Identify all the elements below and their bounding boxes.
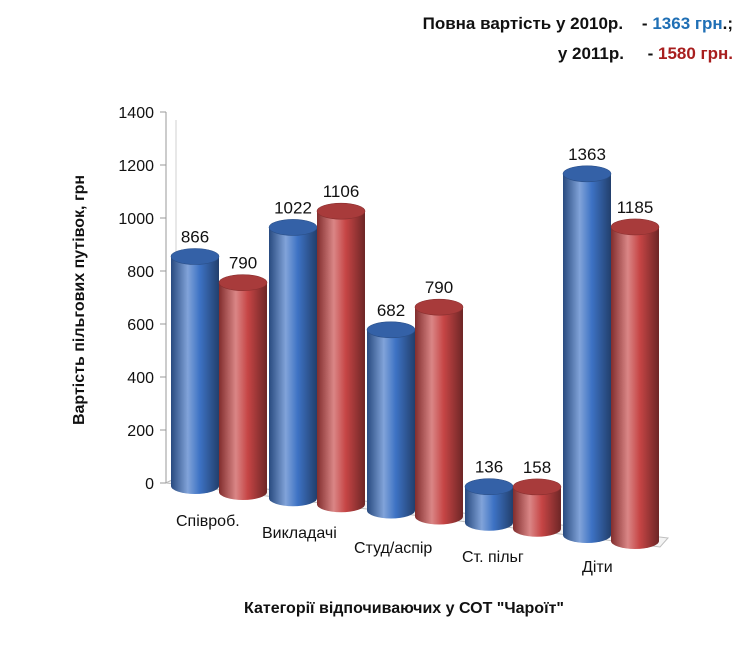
y-axis: 0 200 400 600 800 1000 1200 1400 — [118, 105, 167, 493]
category-label: Співроб. — [176, 513, 240, 530]
y-tick-label: 400 — [127, 370, 154, 387]
category-label: Діти — [582, 559, 613, 576]
y-tick-label: 800 — [127, 264, 154, 281]
total-cost-2011-note: у 2011р. - 1580 грн. — [558, 44, 733, 64]
bar-top — [414, 298, 464, 316]
y-tick-label: 1200 — [118, 158, 154, 175]
bar-body — [611, 226, 659, 549]
bar-top — [512, 478, 562, 496]
bar-body — [269, 227, 317, 507]
data-label: 790 — [229, 254, 257, 273]
bar-top — [218, 274, 268, 291]
data-label: 158 — [523, 458, 551, 477]
bars-group — [170, 165, 660, 549]
bar — [268, 219, 318, 507]
bar — [464, 478, 514, 531]
total-cost-2011-text: у 2011р. - — [557, 44, 658, 63]
category-label: Студ/аспір — [354, 540, 432, 557]
bar-top — [170, 248, 220, 265]
bar-top — [366, 321, 416, 339]
y-axis-title: Вартість пільгових путівок, грн — [71, 175, 88, 425]
x-axis-title: Категорії відпочиваючих у СОТ "Чароїт" — [244, 600, 564, 617]
category-label: Ст. пільг — [462, 549, 524, 566]
bar-body — [415, 307, 463, 525]
bar — [366, 321, 416, 519]
bar-top — [464, 478, 514, 496]
bar — [316, 202, 366, 513]
data-label: 1022 — [274, 198, 312, 217]
data-label: 1185 — [617, 198, 654, 217]
bar-body — [513, 486, 561, 537]
data-label: 790 — [425, 278, 453, 297]
bar-body — [367, 329, 415, 519]
bar-top — [610, 218, 660, 236]
data-label: 136 — [475, 458, 503, 477]
bar — [610, 218, 660, 549]
total-cost-2010-suffix: .; — [722, 14, 733, 33]
y-tick-label: 600 — [127, 317, 154, 334]
data-label: 866 — [181, 228, 209, 247]
y-tick-label: 0 — [145, 476, 154, 493]
bar-top — [562, 165, 612, 183]
category-labels-group: Співроб. Викладачі Студ/аспір Ст. пільг Діти — [176, 513, 613, 576]
total-cost-2010-text: Повна вартість у 2010р. - — [422, 14, 653, 33]
bar-top — [316, 202, 366, 220]
data-label: 1106 — [323, 182, 360, 201]
total-cost-2010-note: Повна вартість у 2010р. - 1363 грн.; — [423, 14, 733, 34]
bar — [218, 274, 268, 500]
total-cost-2011-value: 1580 грн. — [658, 44, 733, 63]
bar-body — [465, 486, 513, 531]
bar-body — [171, 256, 219, 494]
category-label: Викладачі — [262, 525, 337, 542]
bar — [562, 165, 612, 543]
bar-body — [219, 282, 267, 500]
y-tick-label: 1400 — [118, 105, 154, 122]
y-tick-label: 200 — [127, 423, 154, 440]
data-label: 1363 — [568, 145, 606, 164]
data-labels-group: 866 790 1022 1106 682 790 136 158 1363 1185 — [181, 145, 653, 477]
bar — [414, 298, 464, 525]
bar — [170, 248, 220, 494]
bar — [512, 478, 562, 537]
bar-body — [317, 211, 365, 513]
total-cost-2010-value: 1363 грн — [652, 14, 723, 33]
data-label: 682 — [377, 301, 405, 320]
bar-top — [268, 219, 318, 236]
bar-body — [563, 173, 611, 543]
y-tick-label: 1000 — [118, 211, 154, 228]
